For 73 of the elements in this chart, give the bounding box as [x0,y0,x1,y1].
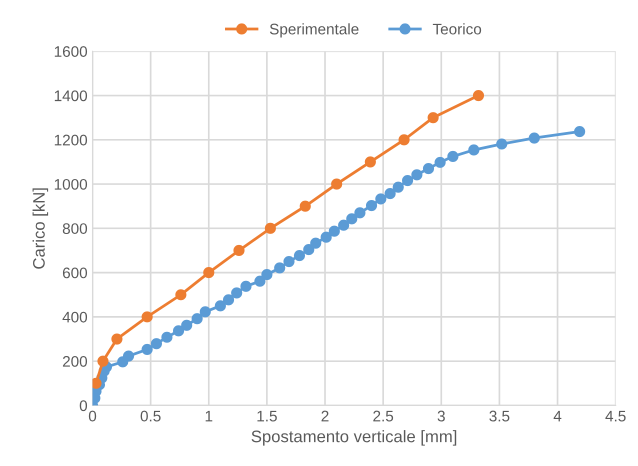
point [203,267,214,278]
point [472,90,484,102]
x-tick-label: 3 [438,410,445,422]
point [200,306,211,318]
point [283,256,295,268]
point [181,320,192,331]
legend-label: Sperimentale [270,23,359,38]
point [294,250,306,262]
point [175,289,186,300]
point [496,138,508,150]
y-tick-label: 0 [80,400,88,412]
x-tick-label: 0.5 [140,410,161,422]
point [384,188,396,200]
y-tick-label: 1200 [54,134,88,146]
point [300,200,311,212]
legend-label: Teorico [432,23,482,34]
point [422,163,434,174]
point [320,232,332,243]
y-tick-label: 800 [62,223,88,234]
point [398,134,410,146]
point [274,262,286,274]
point [428,112,439,124]
point [214,300,226,312]
point [254,276,266,287]
point [122,350,134,362]
x-tick-label: 4.5 [605,410,626,422]
point [346,213,358,224]
y-tick-label: 200 [62,356,88,367]
point [468,144,480,156]
point [172,325,184,336]
point [574,126,586,138]
point [434,156,446,168]
point [111,333,122,345]
point [161,332,172,343]
x-axis-title: Spostamento verticale [mm] [252,430,456,446]
y-tick-label: 600 [62,267,88,278]
x-tick-label: 1 [206,410,212,422]
point [303,244,314,256]
point [142,311,153,322]
point [447,150,458,162]
point [97,356,109,367]
point [240,280,252,292]
x-tick-label: 2 [322,410,329,422]
y-tick-label: 1600 [54,46,88,57]
point [150,338,162,350]
point [411,169,422,180]
y-tick-label: 1400 [54,90,88,102]
point [264,222,276,234]
x-tick-label: 3.5 [489,410,510,422]
point [233,244,245,256]
point [192,313,203,324]
point [366,200,378,212]
point [328,226,340,237]
point [310,238,322,249]
point [528,132,540,144]
y-tick-label: 1000 [54,178,88,190]
x-tick-label: 4 [554,410,562,422]
point [354,207,366,218]
x-tick-label: 2.5 [373,410,394,422]
point [402,174,414,186]
point [364,156,376,168]
point [338,220,350,231]
y-axis-title: Carico [kN] [32,188,48,269]
point [142,344,153,355]
point [231,287,242,299]
x-tick-label: 1.5 [257,410,277,422]
point [261,269,272,280]
point [392,182,404,193]
x-tick-label: 0 [88,410,96,422]
point [222,294,234,306]
y-tick-label: 400 [62,312,88,323]
point [375,193,386,204]
point [331,178,342,190]
